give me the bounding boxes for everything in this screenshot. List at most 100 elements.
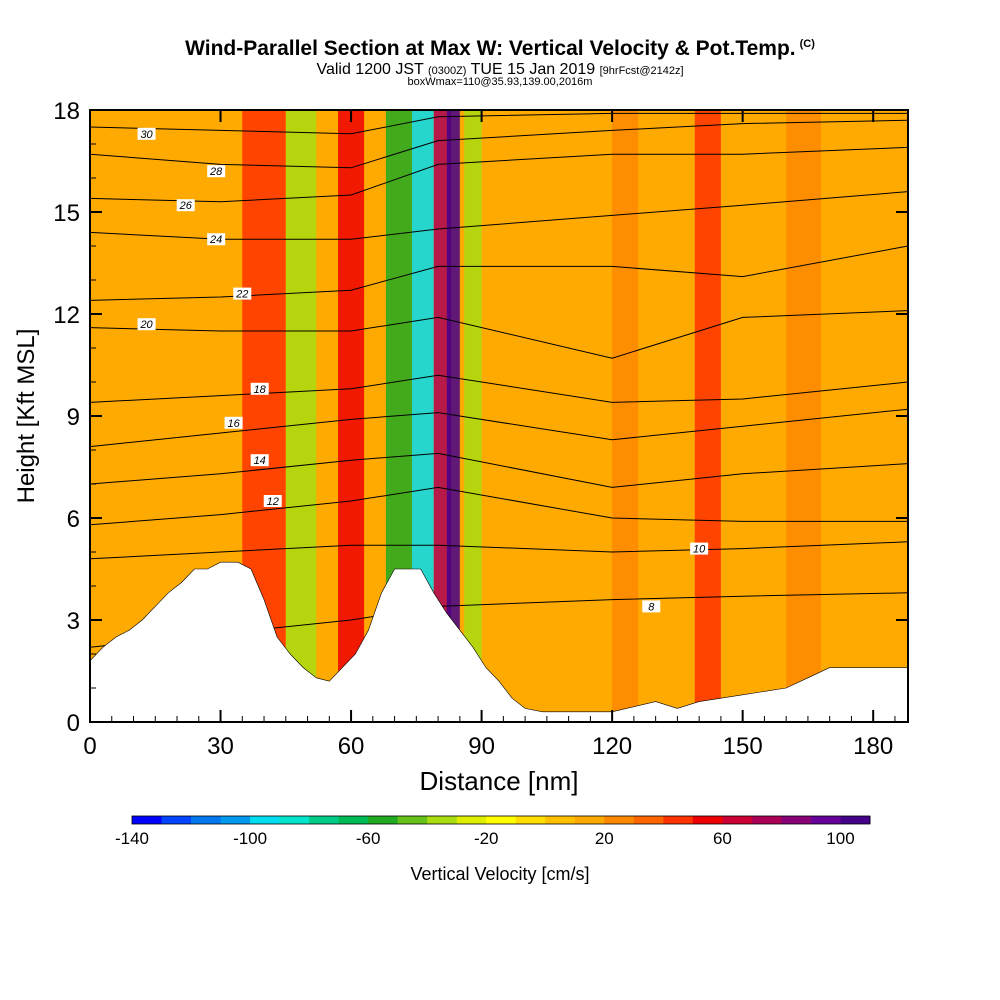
x-tick-label-120: 120 (592, 733, 632, 760)
x-tick-label-60: 60 (338, 733, 365, 760)
colorbar-swatch-9 (397, 816, 428, 824)
contour-label-bg-28 (207, 165, 226, 178)
colorbar-swatch-10 (427, 816, 458, 824)
contour-label-bg-10 (690, 542, 709, 555)
contour-label-bg-12 (263, 495, 282, 507)
chart-subtitle: Valid 1200 JST (0300Z) TUE 15 Jan 2019 [… (0, 61, 1000, 79)
y-tick-label-3: 3 (67, 608, 80, 635)
contour-label-10: 10 (693, 544, 706, 556)
theta-contour-16 (89, 408, 909, 448)
colorbar-swatch-6 (309, 816, 340, 824)
colorbar-swatch-11 (456, 816, 487, 824)
colorbar-swatch-3 (220, 816, 251, 824)
title-main: Wind-Parallel Section at Max W: Vertical… (185, 37, 796, 60)
y-axis: 0 3 6 9 12 15 18 Height [Kft MSL] (13, 98, 908, 737)
contour-label-16: 16 (227, 418, 240, 430)
theta-contour-12 (89, 486, 908, 526)
x-axis-label: Distance [nm] (420, 766, 579, 796)
y-tick-label-9: 9 (67, 404, 80, 431)
velocity-band-8 (612, 110, 639, 722)
chart-title: Wind-Parallel Section at Max W: Vertical… (0, 37, 1000, 61)
colorbar-swatch-21 (751, 816, 782, 824)
colorbar-swatch-16 (604, 816, 635, 824)
colorbar-tick-60: 60 (713, 829, 732, 848)
contour-label-20: 20 (139, 319, 153, 331)
colorbar-tick--20: -20 (474, 829, 499, 848)
colorbar-swatch-15 (574, 816, 605, 824)
utc-time: (0300Z) (427, 65, 467, 77)
colorbar-swatch-5 (279, 816, 310, 824)
x-tick-label-0: 0 (83, 733, 96, 760)
colorbar-swatch-13 (515, 816, 546, 824)
colorbar-swatch-19 (692, 816, 723, 824)
theta-contour-26 (89, 146, 909, 203)
colorbar-tick--100: -100 (233, 829, 267, 848)
velocity-band-6 (446, 110, 460, 722)
y-tick-label-18: 18 (53, 98, 80, 125)
y-tick-label-15: 15 (53, 200, 80, 227)
x-tick-label-180: 180 (853, 733, 893, 760)
theta-contour-18 (89, 374, 909, 403)
velocity-band-2 (338, 110, 365, 722)
theta-contour-20 (89, 310, 909, 359)
colorbar-swatch-12 (486, 816, 517, 824)
contour-label-22: 22 (235, 289, 248, 301)
velocity-band-1 (285, 110, 317, 722)
contour-label-14: 14 (254, 455, 266, 467)
colorbar-tick-100: 100 (826, 829, 854, 848)
theta-contour-28 (89, 119, 909, 169)
velocity-band-10 (786, 110, 821, 722)
x-tick-label-30: 30 (207, 733, 234, 760)
colorbar: -140 -100 -60 -20 20 60 100 Vertical Velocity [… (115, 815, 871, 884)
colorbar-tick-20: 20 (595, 829, 614, 848)
y-tick-label-12: 12 (53, 302, 80, 329)
colorbar-swatch-18 (663, 816, 694, 824)
contour-label-bg-16 (224, 416, 243, 429)
colorbar-swatch-23 (810, 816, 841, 824)
y-tick-label-0: 0 (67, 710, 80, 737)
contour-label-18: 18 (254, 384, 267, 396)
contour-label-bg-24 (207, 233, 226, 246)
colorbar-swatch-2 (191, 816, 222, 824)
valid-date: TUE 15 Jan 2019 (470, 61, 596, 78)
contour-label-8: 8 (648, 601, 655, 613)
theta-contour-10 (89, 541, 909, 560)
box-wmax-note: boxWmax=110@35.93,139.00,2016m (407, 76, 593, 88)
colorbar-swatch-0 (132, 816, 163, 824)
contour-label-bg-22 (233, 287, 252, 300)
y-axis-label: Height [Kft MSL] (13, 329, 40, 504)
copyright-mark: (C) (799, 38, 815, 50)
y-tick-label-6: 6 (67, 506, 80, 533)
terrain-profile (89, 561, 909, 723)
contour-label-bg-20 (137, 318, 156, 331)
theta-contour-14 (89, 452, 909, 488)
colorbar-swatch-24 (840, 816, 871, 824)
x-tick-label-90: 90 (468, 733, 495, 760)
colorbar-swatch-22 (781, 816, 812, 824)
contour-label-bg-14 (250, 454, 269, 467)
contour-label-24: 24 (209, 234, 222, 246)
valid-time: Valid 1200 JST (316, 61, 424, 78)
contour-label-bg-8 (642, 600, 661, 613)
x-axis: 0 30 60 90 120 150 180 Distance [nm] (83, 110, 896, 796)
velocity-band-7 (464, 110, 482, 722)
colorbar-swatch-4 (250, 816, 281, 824)
theta-contour-22 (89, 245, 909, 301)
contour-label-28: 28 (209, 166, 223, 178)
colorbar-swatch-1 (161, 816, 192, 824)
velocity-band-9 (694, 110, 721, 722)
theta-contours: 8 10 12 14 16 18 20 22 24 26 28 30 (89, 112, 909, 648)
contour-label-30: 30 (140, 129, 153, 141)
colorbar-tick--140: -140 (115, 829, 149, 848)
x-tick-label-150: 150 (723, 733, 763, 760)
contour-label-bg-30 (137, 127, 156, 140)
forecast-info: [9hrFcst@2142z] (599, 65, 684, 77)
contour-label-bg-26 (176, 199, 195, 212)
colorbar-swatch-20 (722, 816, 753, 824)
colorbar-swatch-7 (338, 816, 369, 824)
colorbar-swatch-17 (633, 816, 664, 824)
contour-label-12: 12 (267, 496, 279, 508)
colorbar-swatch-14 (545, 816, 576, 824)
colorbar-frame (131, 815, 871, 825)
